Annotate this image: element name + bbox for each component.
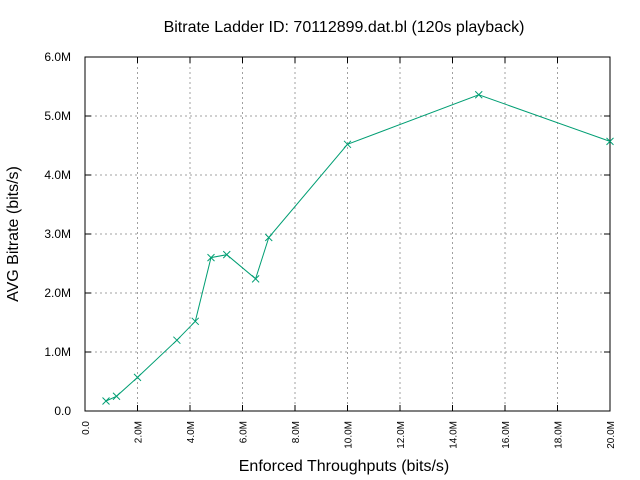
- data-point-marker: [606, 137, 614, 146]
- data-point-marker: [343, 140, 352, 149]
- data-point-marker: [251, 274, 260, 283]
- series-layer: [102, 90, 614, 405]
- x-tick-label: 20.0M: [606, 421, 617, 449]
- data-point-marker: [112, 392, 121, 401]
- y-tick-label: 2.0M: [44, 286, 71, 300]
- plot-frame: [84, 56, 611, 412]
- x-tick-label: 0.0: [81, 421, 92, 435]
- y-tick-label: 4.0M: [44, 168, 71, 182]
- x-tick-label: 12.0M: [396, 421, 407, 449]
- y-tick-label: 0.0: [54, 404, 71, 418]
- data-point-marker: [191, 317, 200, 326]
- data-point-marker: [173, 336, 181, 345]
- y-tick-label: 1.0M: [44, 345, 71, 359]
- data-point-marker: [222, 250, 231, 259]
- series-line: [105, 94, 611, 402]
- y-tick-label: 5.0M: [44, 109, 71, 123]
- axis-ticks: 0.0 1.0M 2.0M 3.0M 4.0M 5.0M 6.0M 0.0 2.0M 4.0M 6.…: [44, 50, 617, 449]
- x-tick-label: 6.0M: [239, 421, 250, 443]
- x-tick-label: 4.0M: [186, 421, 197, 443]
- x-tick-label: 2.0M: [134, 421, 145, 443]
- data-point-marker: [102, 397, 110, 405]
- data-point-marker: [264, 233, 273, 242]
- x-tick-label: 16.0M: [501, 421, 512, 449]
- x-tick-label: 18.0M: [554, 421, 565, 449]
- x-axis-label: Enforced Throughputs (bits/s): [239, 458, 449, 475]
- data-point-marker: [133, 373, 142, 382]
- y-tick-label: 3.0M: [44, 227, 71, 241]
- data-point-marker: [474, 90, 483, 99]
- x-tick-label: 8.0M: [291, 421, 302, 443]
- grid-lines: [85, 57, 610, 411]
- y-tick-label: 6.0M: [44, 50, 71, 64]
- y-axis-label: AVG Bitrate (bits/s): [5, 166, 22, 302]
- chart-title: Bitrate Ladder ID: 70112899.dat.bl (120s…: [164, 19, 525, 36]
- x-tick-label: 10.0M: [344, 421, 355, 449]
- x-tick-label: 14.0M: [449, 421, 460, 449]
- data-point-marker: [207, 253, 215, 262]
